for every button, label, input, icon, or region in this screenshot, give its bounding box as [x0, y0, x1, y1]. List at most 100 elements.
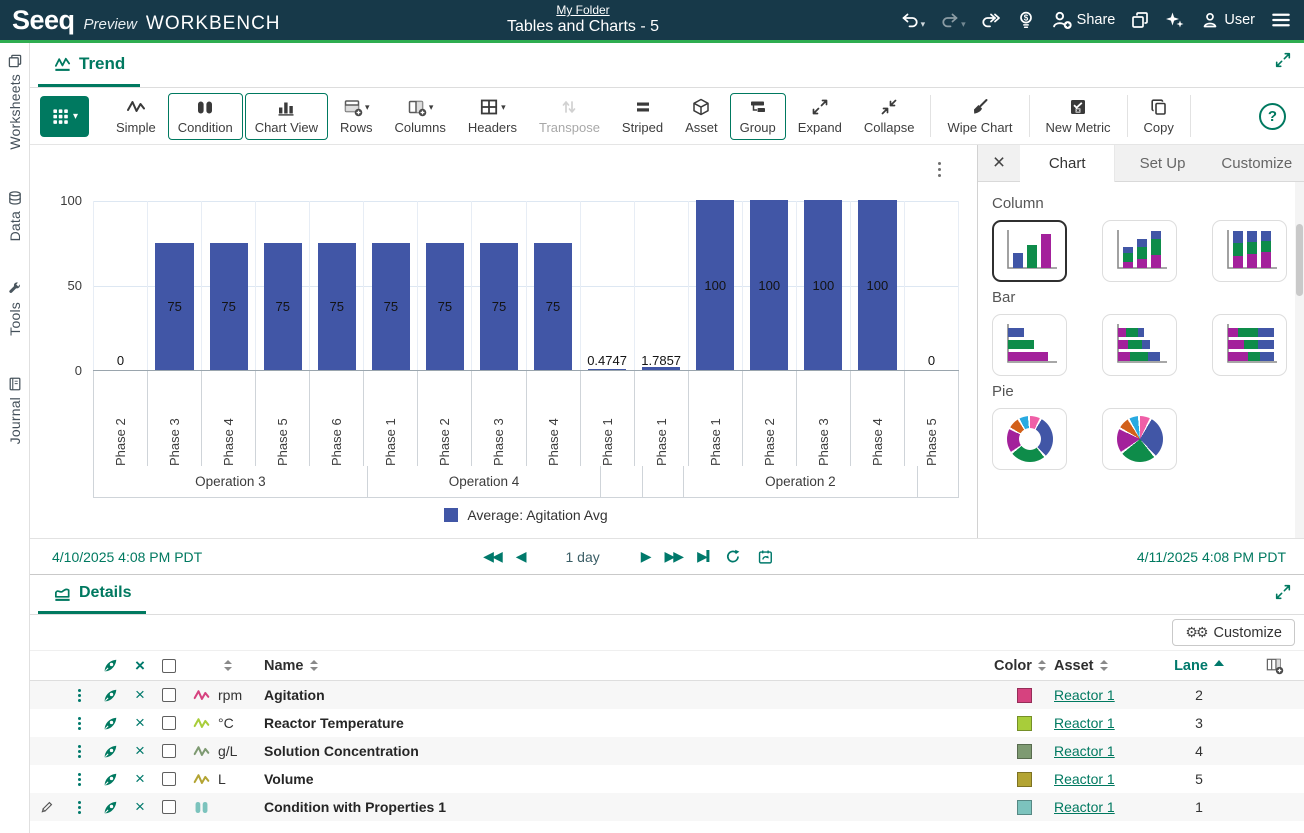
panel-tab-set-up[interactable]: Set Up	[1139, 154, 1186, 172]
refresh-button[interactable]	[724, 548, 741, 565]
row-remove-button[interactable]: ×	[135, 769, 145, 788]
color-swatch[interactable]	[1016, 799, 1032, 815]
row-menu-button[interactable]	[64, 771, 94, 788]
toolbar-button-new-metric[interactable]: New Metric	[1036, 93, 1121, 140]
header-name[interactable]: Name	[264, 658, 994, 674]
step-to-now-button[interactable]: ▶	[697, 548, 710, 565]
panel-scrollbar-thumb[interactable]	[1296, 224, 1303, 296]
sidebar-item-data[interactable]: Data	[7, 190, 23, 241]
color-swatch[interactable]	[1016, 771, 1032, 787]
breadcrumb-folder-link[interactable]: My Folder	[556, 3, 610, 17]
asset-link[interactable]: Reactor 1	[1054, 687, 1115, 703]
row-asset-swap-button[interactable]	[94, 771, 126, 788]
row-select-checkbox[interactable]	[154, 772, 184, 786]
chart-type-bar-simple[interactable]	[992, 314, 1067, 376]
tab-details[interactable]: Details	[38, 575, 147, 614]
view-selector-button[interactable]: ▾	[40, 95, 89, 137]
sidebar-item-worksheets[interactable]: Worksheets	[7, 53, 23, 150]
auto-update-button[interactable]	[756, 548, 774, 566]
chart-type-column-stacked-100[interactable]	[1212, 220, 1287, 282]
row-asset-swap-button[interactable]	[94, 743, 126, 760]
chart-type-pie-donut[interactable]	[992, 408, 1067, 470]
row-menu-button[interactable]	[64, 715, 94, 732]
asset-link[interactable]: Reactor 1	[1054, 743, 1115, 759]
toolbar-button-rows[interactable]: ▾ Rows	[330, 93, 383, 140]
redo-button[interactable]: ▾	[940, 10, 966, 30]
duration-label[interactable]: 1 day	[565, 548, 600, 565]
row-remove-button[interactable]: ×	[135, 741, 145, 760]
row-select-checkbox[interactable]	[154, 744, 184, 758]
toolbar-button-simple[interactable]: Simple	[106, 93, 166, 140]
step-back-half-button[interactable]: ◀	[515, 548, 527, 564]
toolbar-button-collapse[interactable]: Collapse	[854, 93, 925, 140]
worksheets-overview-button[interactable]	[1130, 10, 1150, 30]
row-remove-button[interactable]: ×	[135, 685, 145, 704]
row-remove-button[interactable]: ×	[135, 713, 145, 732]
row-asset-swap-button[interactable]	[94, 715, 126, 732]
present-button[interactable]	[981, 10, 1001, 30]
color-swatch[interactable]	[1016, 743, 1032, 759]
row-select-checkbox[interactable]	[154, 716, 184, 730]
range-end[interactable]: 4/11/2025 4:08 PM PDT	[1136, 548, 1286, 565]
trend-expand-button[interactable]	[1274, 51, 1292, 69]
header-lane[interactable]: Lane	[1154, 658, 1244, 674]
toolbar-button-copy[interactable]: Copy	[1134, 93, 1184, 140]
row-asset-swap-button[interactable]	[94, 687, 126, 704]
details-customize-button[interactable]: ⚙⚙ Customize	[1172, 619, 1295, 646]
undo-caret-icon[interactable]: ▾	[920, 19, 926, 29]
panel-tab-chart[interactable]: Chart	[1020, 145, 1116, 182]
row-menu-button[interactable]	[64, 799, 94, 816]
panel-close-button[interactable]: ×	[992, 151, 1006, 174]
row-select-checkbox[interactable]	[154, 800, 184, 814]
asset-link[interactable]: Reactor 1	[1054, 799, 1115, 815]
chart-type-column-simple[interactable]	[992, 220, 1067, 282]
redo-caret-icon[interactable]: ▾	[961, 19, 966, 29]
chart-type-bar-stacked-100[interactable]	[1212, 314, 1287, 376]
toolbar-button-columns[interactable]: ▾ Columns	[385, 93, 456, 140]
help-button[interactable]: ?	[1259, 102, 1286, 130]
header-value-sort[interactable]	[218, 660, 264, 671]
pencil-icon[interactable]	[39, 799, 55, 815]
main-menu-button[interactable]	[1270, 9, 1292, 31]
range-start[interactable]: 4/10/2025 4:08 PM PDT	[52, 548, 203, 565]
share-button[interactable]: Share	[1051, 9, 1115, 31]
toolbar-button-condition[interactable]: Condition	[167, 92, 243, 140]
undo-button[interactable]: ▾	[900, 10, 926, 30]
step-forward-half-button[interactable]: ▶	[640, 548, 652, 564]
asset-link[interactable]: Reactor 1	[1054, 771, 1115, 787]
header-asset-swap[interactable]	[94, 657, 126, 674]
toolbar-button-asset[interactable]: Asset	[675, 93, 728, 140]
panel-scrollbar[interactable]	[1295, 182, 1304, 538]
toolbar-button-headers[interactable]: ▾ Headers	[458, 93, 527, 140]
asset-link[interactable]: Reactor 1	[1054, 715, 1115, 731]
color-swatch[interactable]	[1016, 687, 1032, 703]
chart-context-menu-button[interactable]	[937, 159, 941, 180]
header-add-column[interactable]	[1244, 656, 1304, 675]
toolbar-button-striped[interactable]: Striped	[612, 93, 673, 140]
chart-type-bar-stacked[interactable]	[1102, 314, 1177, 376]
row-menu-button[interactable]	[64, 743, 94, 760]
ai-assistant-button[interactable]	[1165, 10, 1185, 30]
row-menu-button[interactable]	[64, 687, 94, 704]
color-swatch[interactable]	[1016, 715, 1032, 731]
user-menu-button[interactable]: User	[1200, 10, 1255, 30]
toolbar-button-chart-view[interactable]: Chart View	[244, 92, 329, 140]
toolbar-button-expand[interactable]: Expand	[788, 93, 852, 140]
toolbar-button-group[interactable]: Group	[729, 92, 786, 140]
sidebar-item-tools[interactable]: Tools	[7, 281, 23, 336]
chart-type-column-stacked[interactable]	[1102, 220, 1177, 282]
header-remove-all[interactable]: ×	[135, 655, 145, 675]
header-asset[interactable]: Asset	[1054, 658, 1154, 674]
step-back-full-button[interactable]: ◀◀	[483, 548, 502, 564]
header-select-all-checkbox[interactable]	[154, 658, 184, 673]
toolbar-button-wipe-chart[interactable]: Wipe Chart	[937, 93, 1022, 140]
header-color[interactable]: Color	[994, 658, 1054, 674]
tab-trend[interactable]: Trend	[38, 43, 141, 87]
row-asset-swap-button[interactable]	[94, 799, 126, 816]
step-forward-full-button[interactable]: ▶▶	[664, 548, 684, 564]
usage-button[interactable]: $	[1016, 10, 1036, 30]
row-select-checkbox[interactable]	[154, 688, 184, 702]
sidebar-item-journal[interactable]: Journal	[7, 376, 23, 444]
details-expand-button[interactable]	[1274, 583, 1292, 601]
row-remove-button[interactable]: ×	[135, 797, 145, 816]
